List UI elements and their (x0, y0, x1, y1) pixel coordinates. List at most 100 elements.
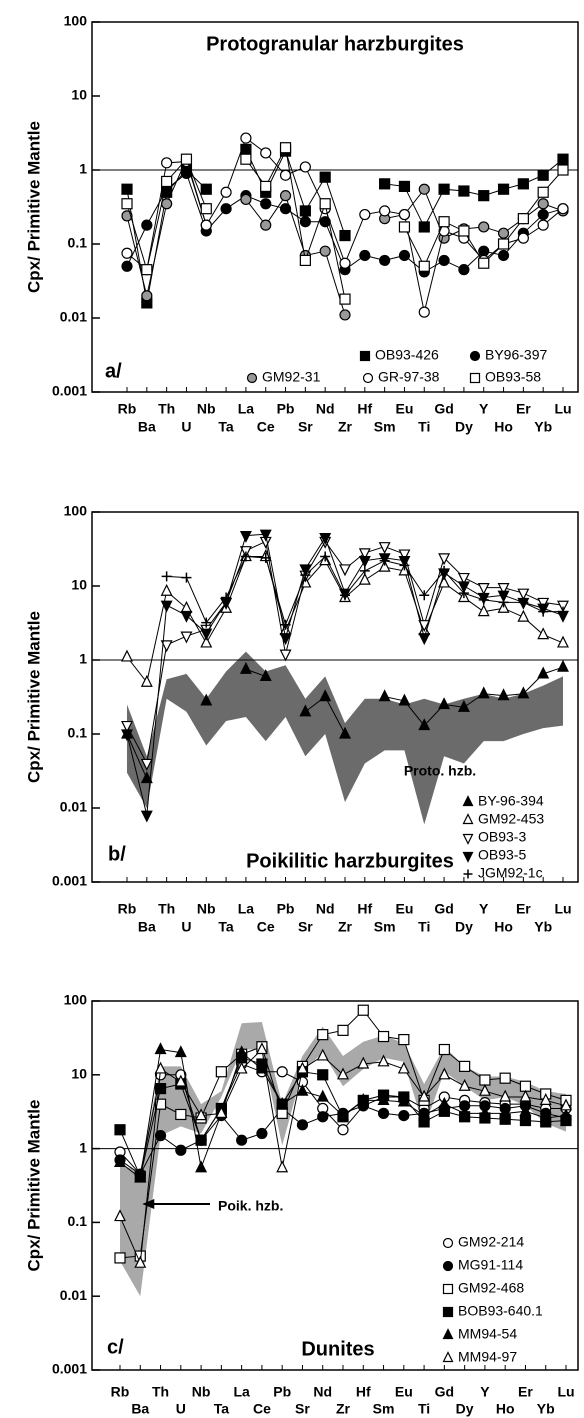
data-point (134, 1255, 147, 1268)
x-tick-label: Yb (537, 1401, 555, 1417)
data-point (458, 588, 469, 599)
x-tick-label: Sr (298, 919, 313, 935)
legend-symbol (442, 1283, 454, 1295)
data-point (260, 198, 272, 210)
x-tick-label: Th (158, 401, 175, 417)
data-point (398, 208, 411, 221)
data-point (518, 597, 529, 608)
x-tick-label: Sm (374, 419, 396, 435)
panel-label: b/ (108, 843, 126, 865)
data-point (537, 627, 550, 640)
y-tick-label: 10 (71, 87, 87, 103)
x-tick-label: Ti (418, 419, 430, 435)
data-point (174, 1045, 187, 1058)
x-tick-label: Lu (554, 401, 571, 417)
data-point (377, 1107, 390, 1119)
data-point (279, 142, 292, 154)
x-tick-label: Gd (434, 901, 453, 917)
x-tick-label: Gd (434, 401, 453, 417)
data-point (497, 238, 510, 250)
data-point (195, 1108, 208, 1121)
series-line (126, 149, 564, 303)
y-tick-label: 0.001 (52, 1361, 87, 1377)
data-point (256, 1127, 268, 1140)
data-point (478, 245, 490, 257)
data-point (538, 606, 549, 617)
data-point (340, 590, 350, 601)
x-tick-label: Nb (197, 401, 216, 417)
data-point (279, 203, 292, 215)
panel-label: a/ (105, 360, 122, 382)
data-point (418, 260, 430, 272)
data-point (517, 178, 529, 190)
chart-title: Dunites (301, 1338, 374, 1360)
x-tick-label: Ta (214, 1401, 230, 1417)
data-point (519, 1114, 532, 1127)
x-tick-label: Pb (273, 1384, 291, 1400)
legend-label: MG91-114 (458, 1257, 523, 1273)
data-point (358, 548, 371, 561)
data-point (175, 1108, 187, 1121)
data-point (299, 564, 312, 577)
data-point (240, 193, 252, 206)
data-point (398, 1109, 410, 1122)
data-point (377, 1054, 390, 1067)
x-tick-label: Sr (295, 1401, 310, 1417)
data-point (419, 590, 430, 601)
data-point (557, 164, 569, 176)
data-point (457, 572, 470, 585)
data-point (478, 190, 490, 202)
data-point (438, 225, 450, 237)
x-tick-label: Rb (118, 401, 137, 417)
x-tick-label: Gd (435, 1384, 454, 1400)
data-point (398, 1033, 410, 1046)
data-point (319, 198, 331, 210)
legend-label: JGM92-1c (478, 865, 543, 881)
data-point (497, 688, 510, 701)
data-point (299, 161, 311, 173)
data-point (497, 583, 510, 595)
range-band (120, 1021, 566, 1297)
y-tick-label: 0.001 (52, 873, 87, 889)
data-point (478, 1106, 491, 1118)
data-point (317, 1069, 329, 1081)
x-tick-label: Ba (138, 919, 156, 935)
legend-label: MM94-97 (458, 1349, 517, 1365)
data-point (200, 219, 212, 231)
x-tick-label: Hf (357, 901, 372, 917)
data-point (560, 1108, 572, 1121)
data-point (357, 1093, 370, 1105)
x-tick-label: Dy (456, 1401, 474, 1417)
data-point (497, 590, 510, 603)
data-point (458, 1078, 471, 1091)
x-tick-label: Nd (316, 901, 335, 917)
data-point (140, 810, 153, 823)
data-point (299, 205, 311, 217)
data-point (121, 260, 133, 272)
data-point (337, 1124, 349, 1136)
data-point (279, 169, 292, 181)
data-point (114, 1252, 126, 1264)
data-point (418, 1089, 431, 1102)
arrow-head (142, 1199, 155, 1209)
data-point (439, 565, 450, 576)
legend-symbol (462, 795, 474, 807)
data-point (236, 1134, 248, 1146)
data-point (215, 1106, 228, 1118)
data-point (161, 198, 173, 210)
x-tick-label: Ti (418, 1401, 430, 1417)
data-point (358, 572, 371, 585)
data-point (276, 1066, 288, 1078)
data-point (398, 693, 411, 706)
data-point (517, 213, 529, 225)
data-point (418, 221, 430, 233)
data-point (499, 1089, 512, 1102)
data-point (276, 1107, 288, 1119)
x-tick-label: Lu (554, 901, 571, 917)
data-point (378, 542, 391, 555)
legend-label: GR-97-38 (378, 369, 440, 385)
plot-frame (91, 21, 579, 393)
data-point (537, 186, 549, 198)
data-point (180, 153, 193, 165)
data-point (379, 555, 390, 566)
